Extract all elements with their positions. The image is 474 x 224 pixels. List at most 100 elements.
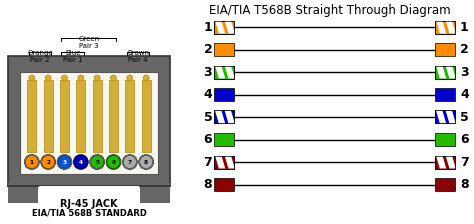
Bar xyxy=(38,186,140,203)
Polygon shape xyxy=(436,110,446,123)
Bar xyxy=(109,80,118,152)
Circle shape xyxy=(74,155,87,168)
Circle shape xyxy=(91,155,104,168)
Text: 1: 1 xyxy=(460,21,469,34)
Bar xyxy=(214,21,234,34)
Circle shape xyxy=(143,75,149,81)
Polygon shape xyxy=(225,110,235,123)
Bar xyxy=(214,21,234,34)
Text: 6: 6 xyxy=(111,159,116,164)
Bar xyxy=(214,110,234,123)
Circle shape xyxy=(45,75,51,81)
Circle shape xyxy=(140,155,153,168)
Bar xyxy=(214,43,234,56)
Circle shape xyxy=(62,75,67,81)
Text: 2: 2 xyxy=(460,43,469,56)
Text: 3: 3 xyxy=(460,65,469,78)
Circle shape xyxy=(42,155,55,168)
Bar xyxy=(214,133,234,146)
Circle shape xyxy=(73,155,88,170)
Bar xyxy=(214,88,234,101)
Circle shape xyxy=(57,155,72,170)
Bar xyxy=(92,80,101,152)
Bar xyxy=(214,178,234,191)
Text: 4: 4 xyxy=(79,159,83,164)
Text: 3: 3 xyxy=(204,65,212,78)
Circle shape xyxy=(94,75,100,81)
Polygon shape xyxy=(446,155,456,168)
Bar xyxy=(8,56,170,186)
Text: 7: 7 xyxy=(128,159,132,164)
Polygon shape xyxy=(225,21,235,34)
Circle shape xyxy=(123,155,137,168)
Polygon shape xyxy=(215,155,225,168)
Text: 1: 1 xyxy=(204,21,212,34)
Text: 1: 1 xyxy=(30,159,34,164)
Text: 7: 7 xyxy=(460,155,469,168)
Polygon shape xyxy=(446,65,456,78)
Bar xyxy=(76,80,85,152)
Bar xyxy=(435,178,455,191)
Text: 5: 5 xyxy=(460,110,469,123)
Text: 4: 4 xyxy=(460,88,469,101)
Circle shape xyxy=(25,155,38,168)
Polygon shape xyxy=(436,21,446,34)
Text: 2: 2 xyxy=(204,43,212,56)
Text: 8: 8 xyxy=(144,159,148,164)
Text: 3: 3 xyxy=(63,159,66,164)
Text: 8: 8 xyxy=(204,178,212,191)
Text: 4: 4 xyxy=(204,88,212,101)
Bar xyxy=(142,80,151,152)
Text: 5: 5 xyxy=(95,159,99,164)
Text: 5: 5 xyxy=(204,110,212,123)
Bar xyxy=(435,155,455,168)
Text: 8: 8 xyxy=(460,178,469,191)
Text: Orange
Pair 2: Orange Pair 2 xyxy=(27,50,53,63)
Bar xyxy=(435,155,455,168)
Text: RJ-45 JACK: RJ-45 JACK xyxy=(60,199,118,209)
Bar xyxy=(60,80,69,152)
Polygon shape xyxy=(446,21,456,34)
Polygon shape xyxy=(225,155,235,168)
Circle shape xyxy=(78,75,84,81)
Bar xyxy=(435,88,455,101)
Polygon shape xyxy=(446,110,456,123)
Circle shape xyxy=(107,155,120,168)
Polygon shape xyxy=(215,65,225,78)
Circle shape xyxy=(24,155,39,170)
Bar xyxy=(435,43,455,56)
Bar xyxy=(435,21,455,34)
Circle shape xyxy=(127,75,133,81)
Bar xyxy=(44,80,53,152)
Text: 2: 2 xyxy=(46,159,50,164)
Bar xyxy=(214,155,234,168)
Bar xyxy=(435,110,455,123)
Bar xyxy=(435,65,455,78)
Polygon shape xyxy=(436,155,446,168)
Bar xyxy=(27,80,36,152)
Text: EIA/TIA T568B Straight Through Diagram: EIA/TIA T568B Straight Through Diagram xyxy=(209,4,451,17)
Bar xyxy=(8,183,38,203)
Text: 7: 7 xyxy=(204,155,212,168)
Circle shape xyxy=(58,155,71,168)
Bar xyxy=(214,65,234,78)
Bar xyxy=(214,110,234,123)
Bar xyxy=(435,21,455,34)
Polygon shape xyxy=(225,65,235,78)
Text: Brown
Pair 4: Brown Pair 4 xyxy=(127,50,149,63)
Circle shape xyxy=(41,155,55,170)
Circle shape xyxy=(122,155,137,170)
Text: Blue
Pair 1: Blue Pair 1 xyxy=(63,50,82,63)
Bar xyxy=(20,72,158,174)
Circle shape xyxy=(106,155,121,170)
Text: 6: 6 xyxy=(460,133,469,146)
Circle shape xyxy=(139,155,154,170)
Circle shape xyxy=(29,75,35,81)
Bar xyxy=(125,80,134,152)
Circle shape xyxy=(110,75,117,81)
Text: Green
Pair 3: Green Pair 3 xyxy=(78,36,100,49)
Polygon shape xyxy=(215,110,225,123)
Bar xyxy=(214,65,234,78)
Bar xyxy=(140,183,170,203)
Bar xyxy=(435,65,455,78)
